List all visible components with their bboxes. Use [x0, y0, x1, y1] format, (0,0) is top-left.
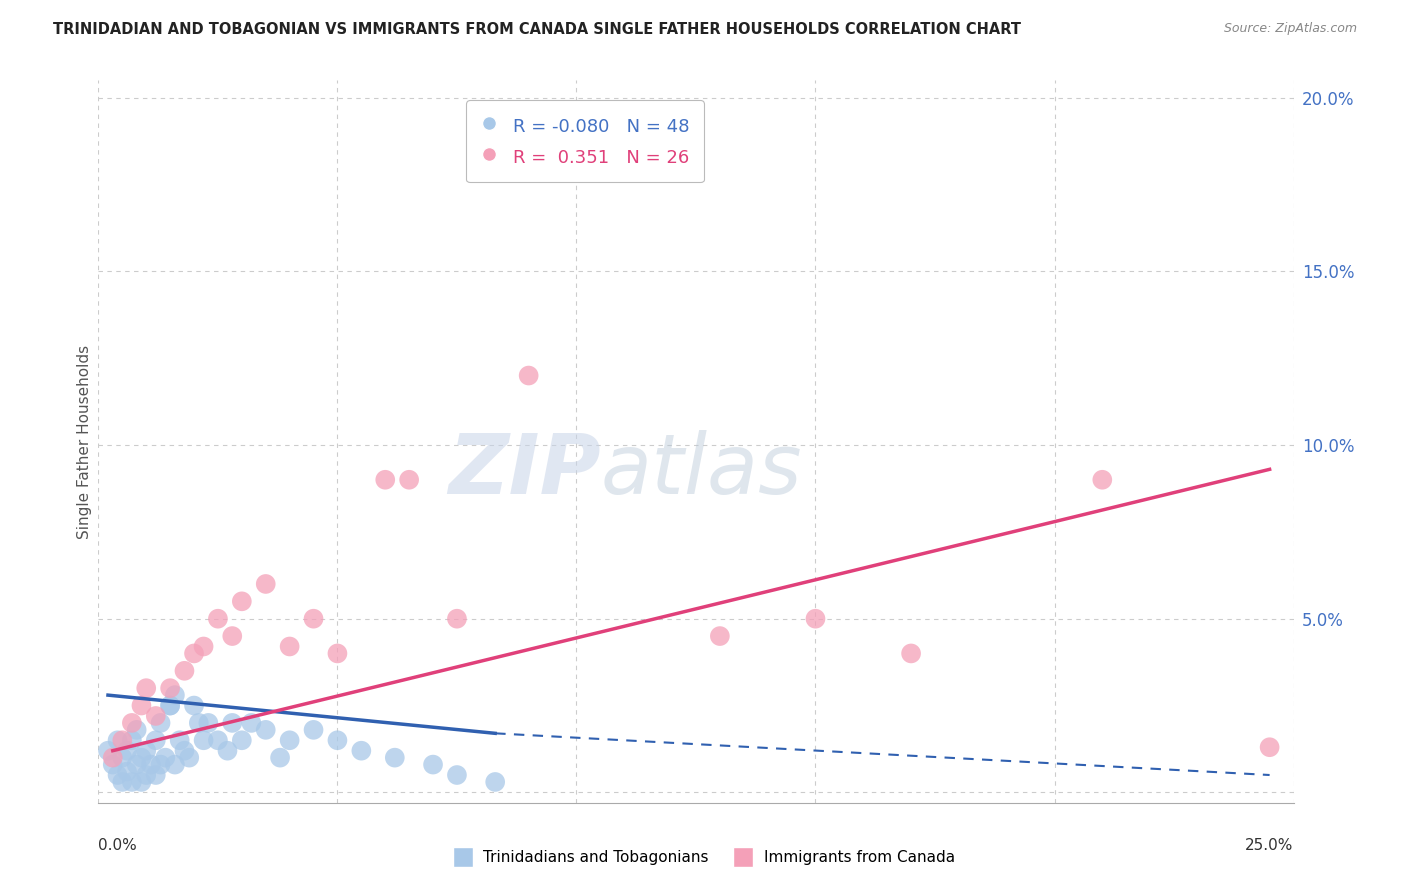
Point — [183, 647, 205, 661]
Point — [278, 733, 301, 747]
Point — [135, 681, 157, 695]
Point — [217, 744, 239, 758]
Point — [350, 744, 373, 758]
Point — [1091, 473, 1114, 487]
Point — [121, 733, 143, 747]
Text: 25.0%: 25.0% — [1246, 838, 1294, 853]
Point — [302, 612, 325, 626]
Text: TRINIDADIAN AND TOBAGONIAN VS IMMIGRANTS FROM CANADA SINGLE FATHER HOUSEHOLDS CO: TRINIDADIAN AND TOBAGONIAN VS IMMIGRANTS… — [53, 22, 1021, 37]
Point — [446, 612, 468, 626]
Point — [1258, 740, 1281, 755]
Point — [197, 715, 219, 730]
Text: ZIP: ZIP — [447, 430, 600, 511]
Point — [169, 733, 191, 747]
Point — [900, 647, 922, 661]
Point — [207, 733, 229, 747]
Point — [149, 757, 172, 772]
Point — [121, 775, 143, 789]
Point — [131, 775, 153, 789]
Point — [179, 750, 201, 764]
Point — [149, 715, 172, 730]
Point — [111, 733, 134, 747]
Point — [111, 750, 134, 764]
Point — [231, 733, 253, 747]
Point — [484, 775, 506, 789]
Point — [254, 723, 277, 737]
Point — [115, 744, 138, 758]
Point — [183, 698, 205, 713]
Point — [135, 768, 157, 782]
Point — [159, 681, 181, 695]
Point — [240, 715, 263, 730]
Point — [145, 709, 167, 723]
Point — [101, 757, 124, 772]
Legend: Trinidadians and Tobagonians, Immigrants from Canada: Trinidadians and Tobagonians, Immigrants… — [446, 844, 960, 871]
Point — [326, 647, 349, 661]
Point — [131, 698, 153, 713]
Point — [422, 757, 444, 772]
Text: 0.0%: 0.0% — [98, 838, 138, 853]
Point — [173, 664, 195, 678]
Point — [145, 733, 167, 747]
Point — [173, 744, 195, 758]
Point — [326, 733, 349, 747]
Point — [107, 733, 129, 747]
Point — [125, 723, 148, 737]
Point — [111, 775, 134, 789]
Legend: R = -0.080   N = 48, R =  0.351   N = 26: R = -0.080 N = 48, R = 0.351 N = 26 — [465, 100, 704, 182]
Point — [398, 473, 420, 487]
Point — [517, 368, 540, 383]
Point — [135, 744, 157, 758]
Point — [269, 750, 291, 764]
Point — [193, 733, 215, 747]
Point — [187, 715, 209, 730]
Point — [101, 750, 124, 764]
Point — [446, 768, 468, 782]
Point — [115, 764, 138, 779]
Point — [804, 612, 827, 626]
Point — [302, 723, 325, 737]
Point — [159, 698, 181, 713]
Point — [709, 629, 731, 643]
Point — [121, 715, 143, 730]
Point — [231, 594, 253, 608]
Point — [384, 750, 406, 764]
Y-axis label: Single Father Households: Single Father Households — [77, 344, 91, 539]
Point — [163, 688, 186, 702]
Text: atlas: atlas — [600, 430, 801, 511]
Point — [374, 473, 396, 487]
Text: Source: ZipAtlas.com: Source: ZipAtlas.com — [1223, 22, 1357, 36]
Point — [155, 750, 177, 764]
Point — [159, 698, 181, 713]
Point — [139, 757, 162, 772]
Point — [97, 744, 120, 758]
Point — [107, 768, 129, 782]
Point — [278, 640, 301, 654]
Point — [163, 757, 186, 772]
Point — [193, 640, 215, 654]
Point — [131, 750, 153, 764]
Point — [254, 577, 277, 591]
Point — [221, 715, 243, 730]
Point — [221, 629, 243, 643]
Point — [207, 612, 229, 626]
Point — [145, 768, 167, 782]
Point — [125, 757, 148, 772]
